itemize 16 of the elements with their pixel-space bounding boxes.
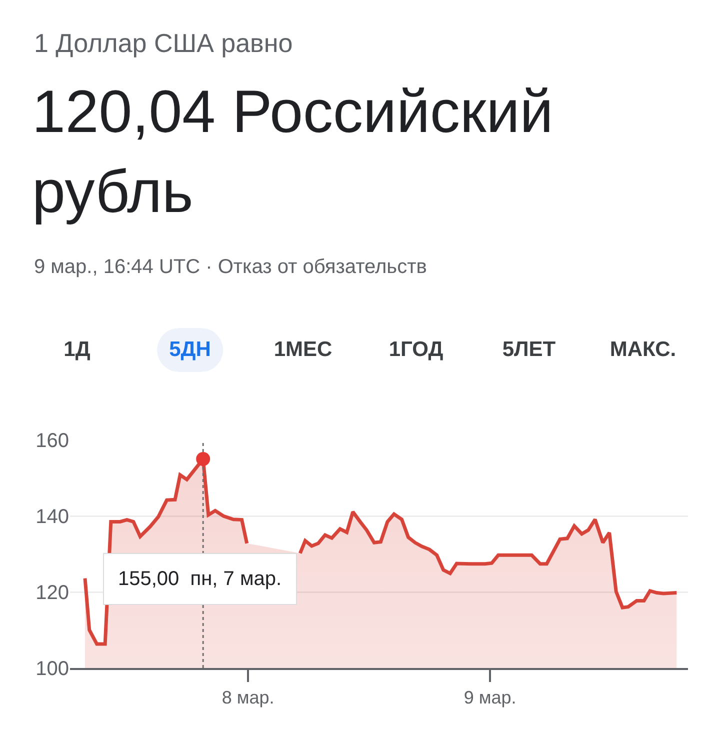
- chart-subtitle: 1 Доллар США равно: [34, 28, 293, 59]
- text: 1ГОД: [388, 337, 444, 363]
- text: 1Д: [62, 337, 92, 363]
- chart-title: 120,04 Российский рубль: [32, 77, 554, 227]
- x-tick-label: 9 мар.: [464, 688, 516, 708]
- y-tick-label: 160: [36, 430, 69, 452]
- x-tick-label: 8 мар.: [222, 688, 274, 708]
- y-tick-label: 120: [36, 582, 69, 604]
- text: 1МЕС: [272, 337, 334, 363]
- text: 5ДН: [157, 328, 223, 372]
- y-tick-label: 140: [36, 506, 69, 528]
- text: 9 мар., 16:44 UTC · Отказ от обязательств: [34, 256, 427, 279]
- text: МАКС.: [608, 337, 678, 363]
- y-tick-label: 100: [36, 658, 69, 680]
- annotation: 155,00 пн, 7 мар.: [118, 568, 282, 590]
- text: 5ЛЕТ: [501, 337, 557, 363]
